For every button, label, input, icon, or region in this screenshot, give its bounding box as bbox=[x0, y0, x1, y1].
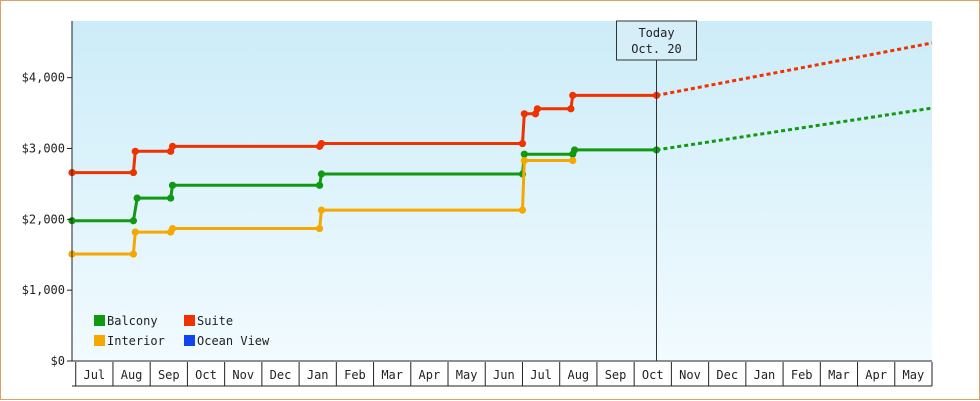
series-point-2 bbox=[520, 156, 528, 165]
month-label: Aug bbox=[121, 368, 143, 382]
legend-label-1: Suite bbox=[197, 314, 233, 328]
month-label: Feb bbox=[791, 368, 813, 382]
series-point-0 bbox=[133, 194, 141, 202]
series-point-0 bbox=[167, 194, 175, 202]
forecast-line-0 bbox=[656, 106, 933, 152]
month-label: May bbox=[456, 368, 478, 382]
series-point-2 bbox=[315, 224, 324, 233]
month-label: Oct bbox=[642, 368, 664, 382]
forecast-line-1 bbox=[656, 41, 933, 97]
series-point-1 bbox=[533, 105, 541, 113]
y-tick-label: $2,000 bbox=[22, 212, 65, 226]
series-point-1 bbox=[129, 168, 138, 177]
series-point-2 bbox=[569, 156, 577, 165]
series-point-0 bbox=[168, 181, 177, 189]
month-label: May bbox=[903, 368, 925, 382]
series-point-1 bbox=[567, 105, 575, 113]
legend-label-3: Ocean View bbox=[197, 334, 270, 348]
series-point-2 bbox=[168, 224, 177, 233]
month-label: Feb bbox=[344, 368, 366, 382]
legend-swatch-3 bbox=[184, 335, 195, 346]
series-point-0 bbox=[315, 181, 324, 189]
month-label: Jul bbox=[530, 368, 552, 382]
series-point-2 bbox=[129, 250, 138, 258]
series-point-0 bbox=[317, 170, 326, 178]
series-point-0 bbox=[520, 150, 528, 158]
series-line-1 bbox=[72, 93, 657, 175]
month-band bbox=[72, 362, 932, 386]
month-label: Apr bbox=[419, 368, 441, 382]
series-point-1 bbox=[518, 139, 527, 148]
month-label: Dec bbox=[716, 368, 738, 382]
month-label: Sep bbox=[605, 368, 627, 382]
series-point-0 bbox=[129, 217, 138, 225]
series-point-1 bbox=[131, 147, 139, 155]
legend-label-0: Balcony bbox=[107, 314, 158, 328]
month-label: Jan bbox=[754, 368, 776, 382]
today-callout-title: Today bbox=[638, 26, 674, 40]
today-callout-box bbox=[616, 20, 698, 61]
y-tick-label: $0 bbox=[51, 354, 65, 368]
month-label: Mar bbox=[828, 368, 850, 382]
y-tick-label: $4,000 bbox=[22, 71, 65, 85]
legend-swatch-0 bbox=[94, 315, 105, 326]
series-point-2 bbox=[131, 228, 139, 236]
plot-area bbox=[72, 21, 932, 361]
month-label: Nov bbox=[679, 368, 701, 382]
month-label: Mar bbox=[381, 368, 403, 382]
month-label: Apr bbox=[865, 368, 887, 382]
series-point-0 bbox=[570, 146, 579, 154]
series-point-1 bbox=[168, 142, 177, 150]
month-label: Jul bbox=[83, 368, 105, 382]
series-point-1 bbox=[569, 91, 577, 99]
today-callout-date: Oct. 20 bbox=[631, 42, 682, 56]
month-label: Aug bbox=[567, 368, 589, 382]
month-label: Sep bbox=[158, 368, 180, 382]
y-tick-label: $3,000 bbox=[22, 142, 65, 156]
series-line-2 bbox=[72, 159, 573, 256]
series-point-2 bbox=[518, 206, 527, 214]
month-label: Jan bbox=[307, 368, 329, 382]
legend-swatch-1 bbox=[184, 315, 195, 326]
month-label: Nov bbox=[232, 368, 254, 382]
month-label: Jun bbox=[493, 368, 515, 382]
month-label: Oct bbox=[195, 368, 217, 382]
month-label: Dec bbox=[270, 368, 292, 382]
legend-label-2: Interior bbox=[107, 334, 165, 348]
legend-swatch-2 bbox=[94, 335, 105, 346]
y-tick-label: $1,000 bbox=[22, 283, 65, 297]
series-point-1 bbox=[317, 139, 326, 148]
series-point-1 bbox=[520, 110, 528, 118]
series-point-2 bbox=[317, 206, 326, 214]
